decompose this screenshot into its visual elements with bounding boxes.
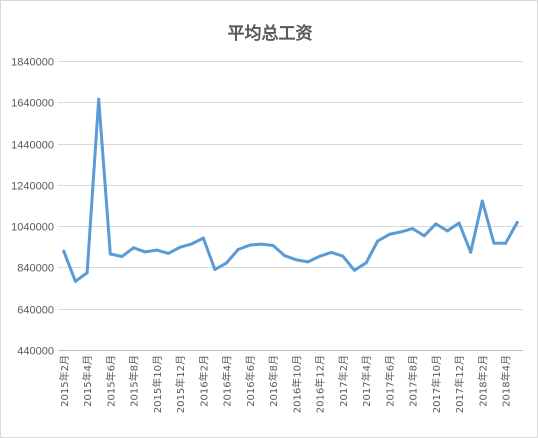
data-point: [85, 271, 89, 275]
data-point: [62, 249, 66, 253]
data-point: [236, 248, 240, 251]
y-tick-label: 1040000: [11, 222, 54, 234]
data-point: [108, 252, 112, 256]
x-tick-label: 2017年8月: [407, 355, 420, 407]
data-point: [143, 250, 147, 254]
data-point: [178, 245, 182, 249]
data-point: [504, 241, 508, 245]
data-point: [271, 244, 275, 247]
x-tick-label: 2017年12月: [453, 355, 466, 413]
x-tick-label: 2015年6月: [104, 355, 117, 407]
x-tick-label: 2018年4月: [500, 355, 513, 407]
chart-title: 平均总工资: [228, 23, 313, 44]
y-tick-label: 1840000: [11, 57, 54, 69]
data-point: [515, 220, 519, 224]
x-tick-label: 2015年8月: [128, 355, 141, 407]
gridlines: [58, 61, 523, 310]
data-point: [376, 239, 380, 243]
data-point: [341, 254, 345, 258]
data-point: [132, 246, 136, 250]
y-tick-label: 1440000: [11, 140, 54, 152]
data-point: [457, 221, 461, 225]
data-point: [329, 250, 333, 254]
data-point: [294, 258, 298, 262]
y-tick-label: 440000: [17, 346, 54, 358]
data-point: [213, 268, 217, 271]
y-tick-label: 1640000: [11, 98, 54, 110]
data-point: [364, 261, 368, 265]
data-point: [387, 232, 391, 236]
data-point: [306, 260, 310, 264]
x-tick-label: 2017年2月: [337, 355, 350, 407]
data-point: [201, 236, 205, 240]
data-point: [166, 251, 170, 255]
x-axis-ticks: 2015年2月 2015年4月 2015年6月 2015年8月 2015年10月 2015…: [58, 355, 513, 413]
data-point: [120, 255, 124, 258]
x-tick-label: 2016年4月: [221, 355, 234, 407]
x-tick-label: 2016年6月: [244, 355, 257, 407]
y-tick-label: 640000: [17, 305, 54, 317]
x-tick-label: 2015年12月: [174, 355, 187, 413]
data-point: [352, 268, 356, 272]
x-tick-label: 2016年8月: [267, 355, 280, 407]
data-point: [225, 261, 229, 265]
data-point: [283, 254, 287, 258]
data-point: [445, 229, 449, 233]
x-tick-label: 2016年2月: [197, 355, 210, 407]
data-point: [155, 248, 159, 252]
x-tick-label: 2016年12月: [314, 355, 327, 413]
x-tick-label: 2017年6月: [383, 355, 396, 407]
data-point: [422, 234, 426, 238]
x-tick-label: 2015年10月: [151, 355, 164, 413]
data-point: [411, 227, 415, 231]
data-point: [73, 279, 77, 283]
series-line: [62, 97, 519, 283]
x-tick-label: 2016年10月: [290, 355, 303, 413]
x-tick-label: 2015年2月: [58, 355, 71, 407]
data-point: [190, 242, 194, 246]
x-tick-label: 2018年2月: [476, 355, 489, 407]
data-point: [469, 250, 473, 254]
y-axis-ticks: 440000 640000 840000 1040000 1240000 1440000 1…: [11, 57, 54, 358]
data-point: [97, 97, 101, 101]
series-layer: [62, 97, 519, 283]
data-point: [492, 241, 496, 245]
data-point: [248, 243, 252, 247]
data-point: [318, 254, 322, 258]
x-tick-label: 2017年10月: [430, 355, 443, 413]
data-point: [434, 222, 438, 226]
data-point: [399, 230, 403, 234]
x-tick-label: 2015年4月: [81, 355, 94, 407]
x-tick-label: 2017年4月: [360, 355, 373, 407]
data-point: [259, 242, 263, 246]
data-point: [480, 199, 484, 203]
y-tick-label: 1240000: [11, 181, 54, 193]
y-tick-label: 840000: [17, 263, 54, 275]
